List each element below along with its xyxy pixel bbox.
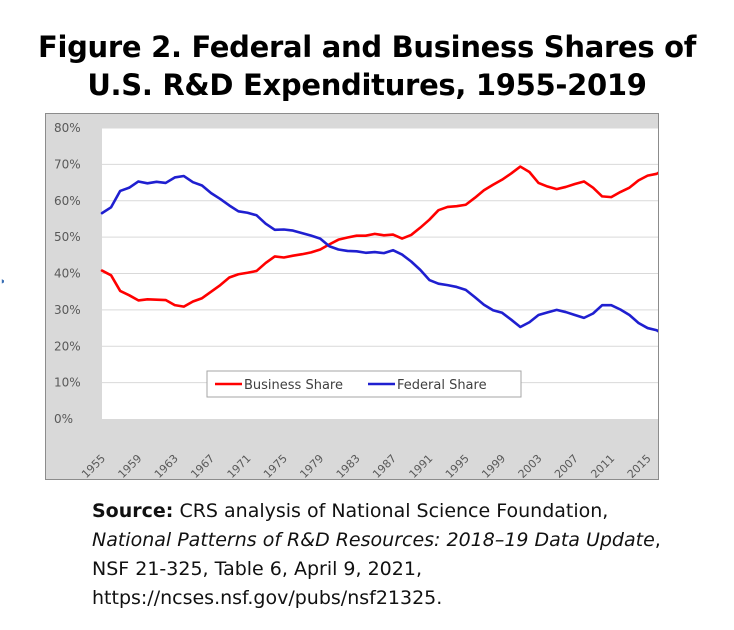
source-note: Source: CRS analysis of National Science… (92, 497, 692, 613)
x-tick-label: 1995 (443, 452, 472, 479)
y-tick-label: 0% (54, 412, 73, 426)
x-tick-label: 1987 (370, 452, 399, 479)
source-label: Source: (92, 500, 174, 522)
source-publication-title: National Patterns of R&D Resources: 2018… (92, 529, 655, 551)
x-tick-label: 2011 (588, 452, 617, 479)
x-tick-label: 1991 (407, 452, 436, 479)
y-tick-label: 80% (54, 121, 81, 135)
x-tick-label: 2007 (552, 452, 581, 479)
business-share-line (100, 165, 658, 308)
x-tick-label: 2015 (625, 452, 654, 479)
y-tick-label: 50% (54, 230, 81, 244)
chart-frame: 0% 10% 20% 30% 40% 50% 60% 70% 80% 1955 1959 1963 19… (45, 113, 659, 480)
federal-legend-label: Federal Share (397, 378, 487, 393)
source-text-2: , NSF 21-325, Table 6, April 9, 2021, ht… (92, 529, 661, 609)
x-tick-label: 1963 (152, 452, 181, 479)
y-tick-label: 30% (54, 303, 81, 317)
x-tick-label: 1967 (188, 452, 217, 479)
figure-title-line-2: U.S. R&D Expenditures, 1955-2019 (87, 68, 647, 102)
x-tick-label: 1959 (116, 452, 145, 479)
x-tick-label: 1955 (79, 452, 108, 479)
line-chart: 0% 10% 20% 30% 40% 50% 60% 70% 80% 1955 1959 1963 19… (54, 121, 658, 479)
y-tick-label: 20% (54, 339, 81, 353)
x-tick-label: 1971 (225, 452, 254, 479)
x-tick-label: 1983 (334, 452, 363, 479)
y-tick-label: 40% (54, 267, 81, 281)
x-tick-label: 1999 (479, 452, 508, 479)
y-tick-label: 10% (54, 376, 81, 390)
source-text-1: CRS analysis of National Science Foundat… (179, 500, 609, 522)
x-tick-label: 2003 (516, 452, 545, 479)
business-legend-label: Business Share (244, 378, 343, 393)
x-tick-label: 1975 (261, 452, 290, 479)
figure-title: Figure 2. Federal and Business Shares of… (0, 28, 734, 104)
y-tick-label: 70% (54, 157, 81, 171)
margin-marker: ‣ (0, 275, 4, 289)
federal-share-line (100, 174, 658, 333)
figure-title-line-1: Figure 2. Federal and Business Shares of (37, 30, 697, 64)
x-tick-label: 1979 (297, 452, 326, 479)
y-tick-label: 60% (54, 194, 81, 208)
legend-box (206, 370, 522, 398)
